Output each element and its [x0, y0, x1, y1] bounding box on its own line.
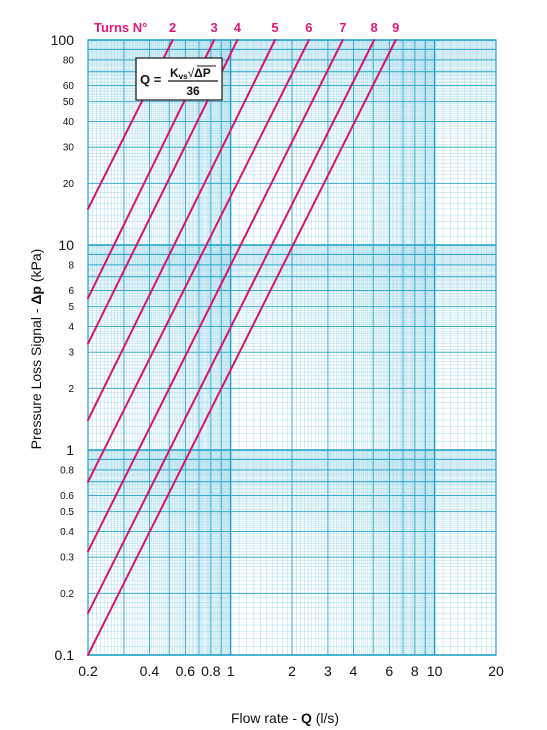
- x-tick-label: 10: [427, 663, 443, 679]
- y-tick-label: 0.1: [55, 647, 75, 663]
- y-tick-label: 0.5: [60, 507, 74, 518]
- turn-label-5: 5: [271, 20, 278, 35]
- y-tick-label: 40: [63, 117, 75, 128]
- major-grid: [87, 39, 497, 656]
- series-lines: [87, 39, 397, 656]
- y-tick-label: 0.4: [60, 527, 74, 538]
- y-tick-label: 6: [68, 286, 74, 297]
- turn-label-2: 2: [169, 20, 176, 35]
- x-axis-title: Flow rate - Q (l/s): [231, 710, 339, 726]
- x-tick-label: 0.6: [176, 663, 196, 679]
- series-line-turn-6: [87, 39, 310, 483]
- y-tick-label: 0.3: [60, 553, 74, 564]
- formula-lhs: Q =: [140, 72, 162, 87]
- minor-grid: [88, 40, 496, 655]
- formula-numerator: Kvs√ΔP: [170, 66, 211, 81]
- y-tick-label: 2: [68, 384, 74, 395]
- x-tick-label: 3: [324, 663, 332, 679]
- formula-box: Q = Kvs√ΔP 36: [135, 57, 223, 101]
- y-tick-label: 50: [63, 97, 75, 108]
- y-tick-label: 4: [68, 322, 74, 333]
- y-tick-label: 30: [63, 143, 75, 154]
- series-line-turn-9: [87, 39, 397, 656]
- y-tick-label: 100: [51, 32, 75, 48]
- y-tick-label: 1: [66, 442, 74, 458]
- x-tick-label: 2: [288, 663, 296, 679]
- plot-border: [87, 39, 497, 656]
- turn-label-7: 7: [339, 20, 346, 35]
- formula-denominator: 36: [186, 84, 200, 98]
- x-tick-label: 0.2: [78, 663, 98, 679]
- turn-label-6: 6: [305, 20, 312, 35]
- y-tick-label: 0.8: [60, 465, 74, 476]
- y-tick-label: 8: [68, 260, 74, 271]
- x-tick-label: 1: [227, 663, 235, 679]
- x-tick-label: 6: [385, 663, 393, 679]
- turn-label-3: 3: [210, 20, 217, 35]
- x-tick-label: 8: [411, 663, 419, 679]
- y-tick-label: 10: [58, 237, 74, 253]
- y-tick-label: 5: [68, 302, 74, 313]
- y-tick-labels: 0.1 0.2 0.3 0.4 0.5 0.6 0.8 1 2 3 4 5 6 8 10 20 30 40 50 60…: [51, 32, 75, 663]
- turn-label-9: 9: [392, 20, 399, 35]
- y-tick-label: 60: [63, 81, 75, 92]
- y-tick-label: 3: [68, 348, 74, 359]
- x-tick-label: 20: [488, 663, 504, 679]
- series-line-turn-8: [87, 39, 376, 615]
- x-tick-label: 0.4: [140, 663, 160, 679]
- y-tick-label: 0.6: [60, 491, 74, 502]
- y-tick-label: 0.2: [60, 589, 74, 600]
- turn-label-8: 8: [370, 20, 377, 35]
- x-tick-labels: 0.2 0.4 0.6 0.8 1 2 3 4 6 8 10 20: [78, 663, 504, 679]
- turn-label-4: 4: [234, 20, 242, 35]
- y-tick-label: 80: [63, 55, 75, 66]
- y-axis-title: Pressure Loss Signal - Δp (kPa): [28, 249, 44, 450]
- turns-legend-title: Turns N°: [94, 20, 147, 35]
- series-line-turn-7: [87, 39, 344, 553]
- x-tick-label: 4: [350, 663, 358, 679]
- series-line-turn-5: [87, 39, 276, 421]
- y-tick-label: 20: [63, 179, 75, 190]
- x-tick-label: 0.8: [201, 663, 221, 679]
